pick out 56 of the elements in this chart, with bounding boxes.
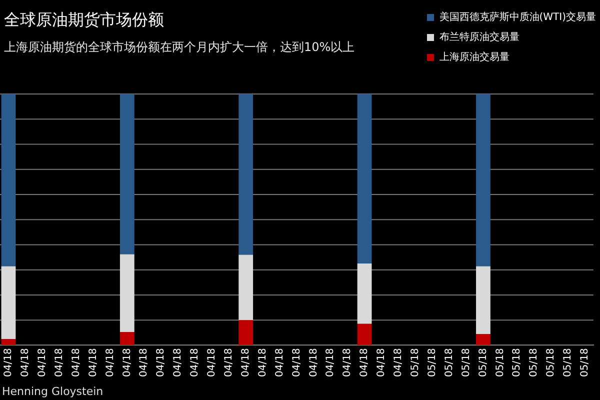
x-tick-label: 05/18: [444, 348, 455, 378]
x-tick-label: 05/18: [512, 348, 523, 378]
x-tick-label: 04/18: [393, 348, 404, 378]
x-tick-label: 04/18: [20, 348, 32, 378]
bar: [476, 266, 490, 334]
chart-title: 全球原油期货市场份额: [4, 10, 165, 31]
x-tick-label: 05/18: [580, 348, 591, 378]
bar: [1, 339, 16, 346]
x-tick-label: 04/18: [3, 348, 14, 378]
x-tick-label: 05/18: [546, 348, 557, 378]
x-tick-label: 05/18: [426, 348, 438, 378]
legend-label: 上海原油交易量: [439, 50, 510, 64]
x-tick-label: 04/18: [104, 348, 116, 378]
bar: [238, 320, 254, 346]
bar: [238, 254, 254, 320]
legend-label: 美国西德克萨斯中质油(WTI)交易量: [439, 10, 596, 24]
bar: [120, 254, 134, 332]
x-tick-label: 04/18: [172, 348, 184, 378]
x-tick-label: 04/18: [156, 348, 167, 378]
bar: [357, 94, 372, 264]
bar: [1, 94, 16, 266]
x-tick-label: 04/18: [274, 348, 286, 378]
x-tick-label: 05/18: [460, 348, 472, 378]
x-tick-label: 04/18: [359, 348, 370, 378]
x-tick-label: 05/18: [562, 348, 574, 378]
x-tick-label: 04/18: [122, 348, 133, 378]
legend-label: 布兰特原油交易量: [439, 30, 520, 44]
x-tick-label: 05/18: [528, 348, 540, 378]
bar: [476, 94, 490, 266]
x-tick-label: 04/18: [308, 348, 320, 378]
x-tick-label: 04/18: [206, 348, 218, 378]
x-tick-label: 05/18: [410, 348, 421, 378]
x-tick-label: 04/18: [376, 348, 388, 378]
x-tick-label: 04/18: [54, 348, 65, 378]
bar: [120, 332, 134, 346]
x-tick-label: 04/18: [291, 348, 302, 378]
x-tick-label: 04/18: [36, 348, 48, 378]
chart-subtitle: 上海原油期货的全球市场份额在两个月内扩大一倍，达到10%以上: [4, 39, 355, 56]
x-tick-label: 05/18: [494, 348, 506, 378]
bar: [357, 324, 372, 346]
x-tick-label: 04/18: [70, 348, 82, 378]
text: Henning Gloystein: [2, 385, 104, 398]
bar: [476, 334, 490, 346]
x-tick-label: 04/18: [325, 348, 336, 378]
bar: [1, 266, 16, 340]
x-tick-label: 04/18: [257, 348, 268, 378]
x-tick-label: 04/18: [190, 348, 201, 378]
x-tick-label: 04/18: [342, 348, 354, 378]
x-tick-label: 04/18: [223, 348, 234, 378]
bar: [357, 264, 372, 324]
x-tick-label: 04/18: [240, 348, 252, 378]
x-tick-label: 04/18: [138, 348, 150, 378]
x-tick-label: 04/18: [88, 348, 99, 378]
bar: [120, 94, 134, 254]
bar: [238, 94, 254, 255]
x-tick-label: 05/18: [478, 348, 489, 378]
